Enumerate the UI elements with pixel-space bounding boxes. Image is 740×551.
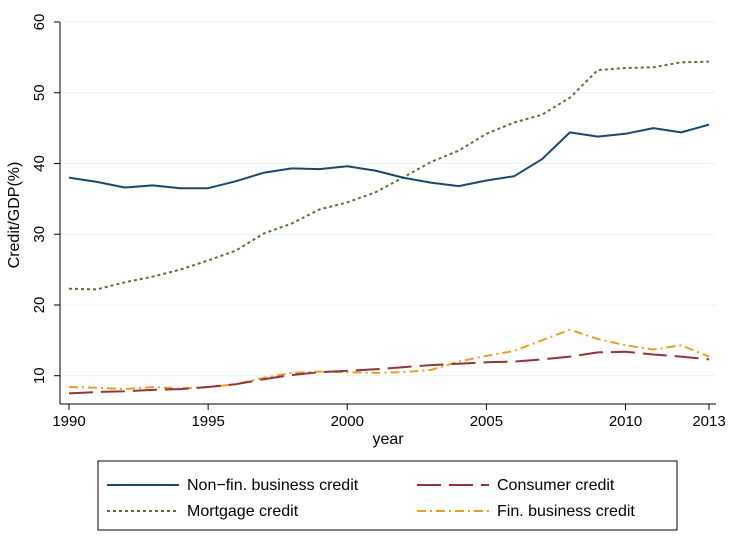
x-axis-ticks: 1990 1995 2000 2005 2010 2013 [52, 404, 726, 430]
y-gridlines [60, 21, 716, 377]
series-line-3 [68, 328, 710, 391]
series-line-0 [68, 123, 710, 190]
y-tick-label: 60 [31, 14, 48, 31]
y-tick-label: 10 [31, 367, 48, 384]
x-tick-label: 1995 [191, 413, 224, 430]
x-tick-label: 2013 [692, 413, 725, 430]
x-tick-label: 2010 [609, 413, 642, 430]
legend-label: Fin. business credit [497, 503, 635, 520]
y-tick-label: 30 [31, 226, 48, 243]
x-tick-label: 1990 [52, 413, 85, 430]
legend-box [97, 460, 678, 531]
legend: Non−fin. business credit Consumer credit M… [97, 460, 678, 531]
series-line-1 [68, 350, 710, 395]
legend-label: Non−fin. business credit [187, 477, 359, 494]
legend-label: Consumer credit [497, 477, 615, 494]
legend-label: Mortgage credit [187, 503, 299, 520]
x-tick-label: 2000 [331, 413, 364, 430]
y-tick-label: 20 [31, 297, 48, 314]
series-line-2 [68, 60, 710, 291]
x-tick-label: 2005 [470, 413, 503, 430]
series-lines [68, 60, 710, 395]
x-axis-title: year [372, 431, 404, 448]
y-axis-ticks: 10 20 30 40 50 60 [31, 14, 60, 384]
y-axis-title: Credit/GDP(%) [6, 162, 23, 269]
y-tick-label: 50 [31, 84, 48, 101]
legend-items: Non−fin. business credit Consumer credit M… [107, 477, 635, 520]
y-tick-label: 40 [31, 155, 48, 172]
